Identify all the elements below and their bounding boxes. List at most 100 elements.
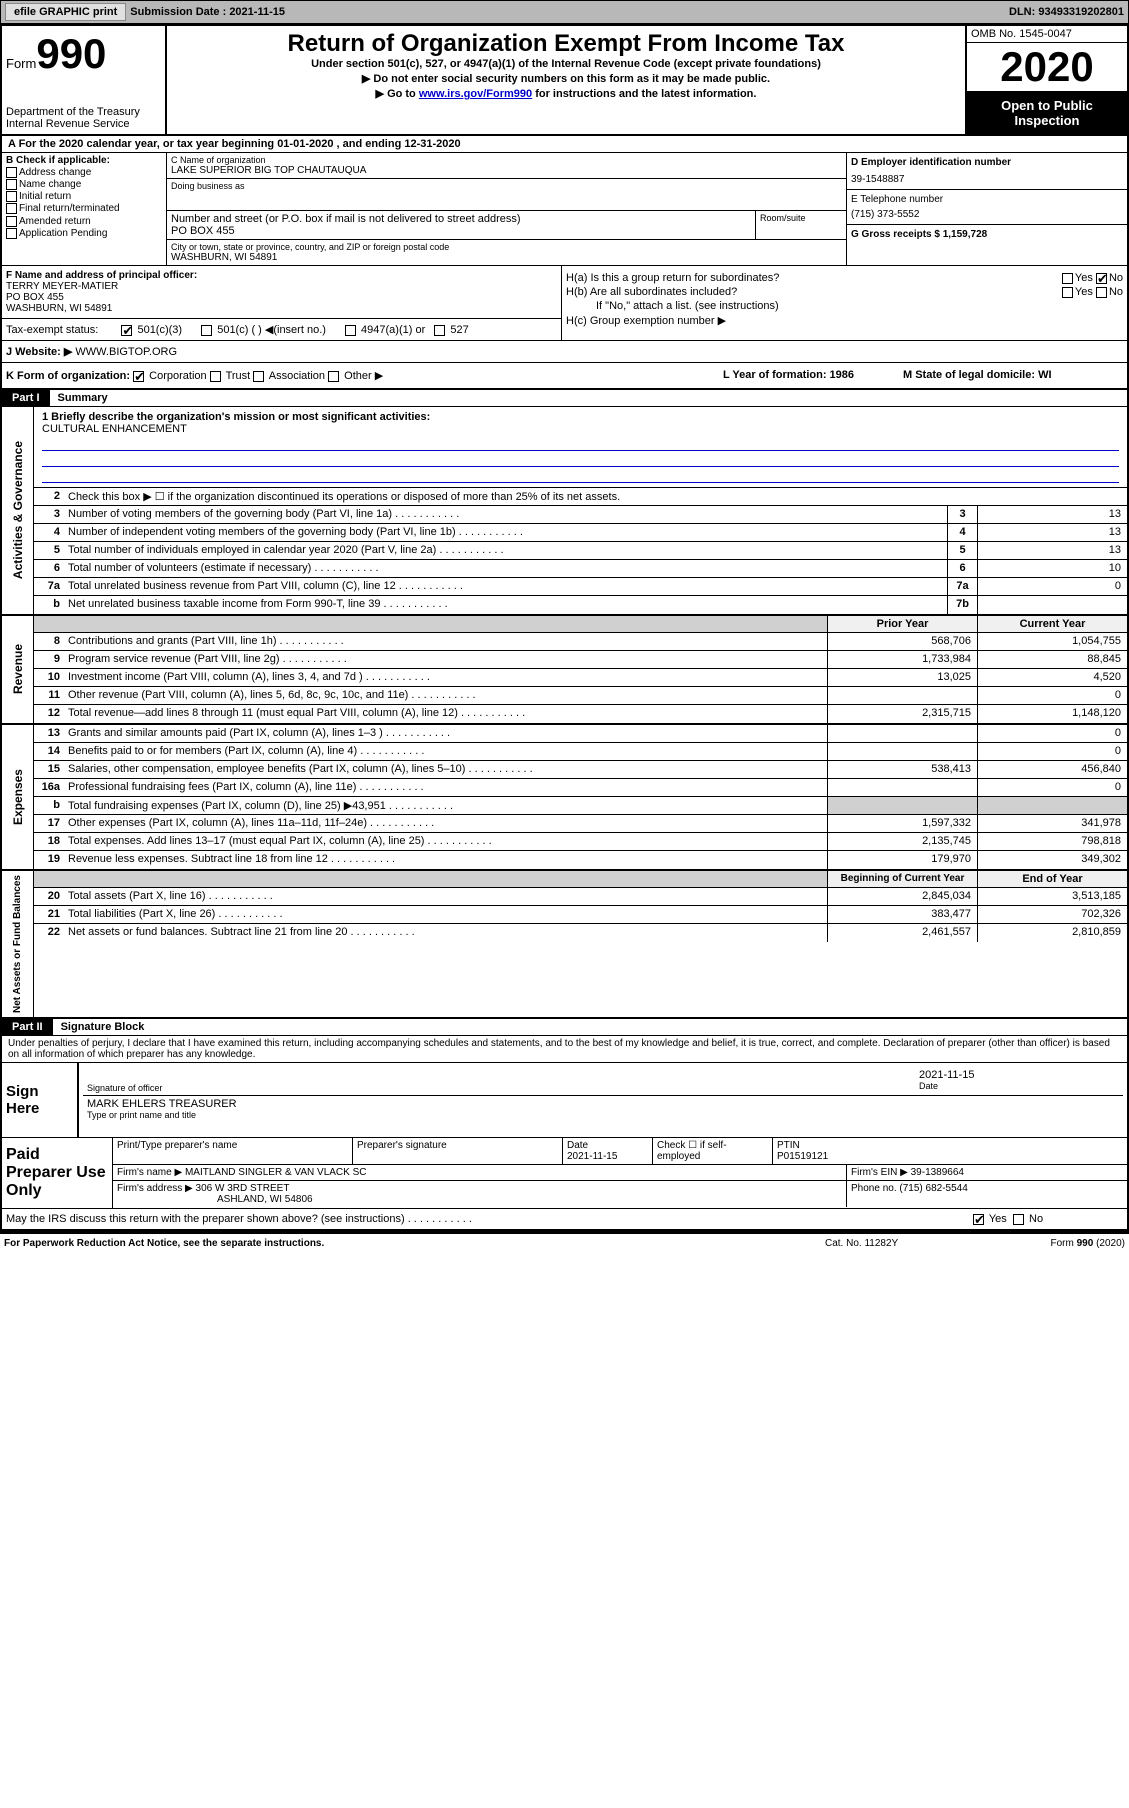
section-f: F Name and address of principal officer:…	[2, 266, 561, 319]
chk-other[interactable]	[328, 371, 339, 382]
chk-ha-no[interactable]	[1096, 273, 1107, 284]
footer-left: For Paperwork Reduction Act Notice, see …	[4, 1238, 825, 1249]
netassets-label: Net Assets or Fund Balances	[10, 871, 25, 1017]
website-value: WWW.BIGTOP.ORG	[72, 346, 177, 358]
officer-typed-name: MARK EHLERS TREASURER	[87, 1098, 1119, 1110]
footer-right: Form 990 (2020)	[975, 1238, 1125, 1249]
omb-number: OMB No. 1545-0047	[967, 26, 1127, 43]
begin-year-header: Beginning of Current Year	[827, 871, 977, 887]
chk-trust[interactable]	[210, 371, 221, 382]
form-prefix: Form	[6, 56, 36, 71]
section-h: H(a) Is this a group return for subordin…	[562, 266, 1127, 340]
ptin-value: P01519121	[777, 1151, 1123, 1162]
section-governance: Activities & Governance 1 Briefly descri…	[2, 407, 1127, 616]
firm-ein: 39-1389664	[911, 1167, 964, 1178]
chk-address-change[interactable]	[6, 167, 17, 178]
part2-header: Part IISignature Block	[2, 1019, 1127, 1036]
addr-label: Number and street (or P.O. box if mail i…	[171, 213, 751, 225]
row-a: A For the 2020 calendar year, or tax yea…	[2, 136, 1127, 153]
form-header: Form990 Department of the Treasury Inter…	[2, 26, 1127, 136]
governance-label: Activities & Governance	[9, 437, 27, 583]
chk-assoc[interactable]	[253, 371, 264, 382]
officer-name: TERRY MEYER-MATIER	[6, 281, 557, 292]
sig-declaration: Under penalties of perjury, I declare th…	[2, 1036, 1127, 1062]
chk-527[interactable]	[434, 325, 445, 336]
prep-date: 2021-11-15	[567, 1151, 648, 1162]
paid-prep-label: Paid Preparer Use Only	[2, 1138, 112, 1208]
line2-desc: Check this box ▶ ☐ if the organization d…	[64, 488, 1127, 505]
footer: For Paperwork Reduction Act Notice, see …	[0, 1233, 1129, 1253]
col-d: D Employer identification number 39-1548…	[847, 153, 1127, 265]
chk-amended[interactable]	[6, 216, 17, 227]
gross-receipts: G Gross receipts $ 1,159,728	[847, 225, 1127, 244]
sig-date-label: Date	[919, 1081, 1119, 1091]
chk-name-change[interactable]	[6, 179, 17, 190]
dln: DLN: 93493319202801	[1009, 6, 1124, 18]
submission-date: Submission Date : 2021-11-15	[130, 6, 285, 18]
chk-application-pending[interactable]	[6, 228, 17, 239]
section-netassets: Net Assets or Fund Balances Beginning of…	[2, 871, 1127, 1019]
mission-value: CULTURAL ENHANCEMENT	[42, 423, 1119, 435]
chk-final-return[interactable]	[6, 203, 17, 214]
sig-officer-label: Signature of officer	[87, 1083, 919, 1093]
section-revenue: Revenue Prior Year Current Year 8Contrib…	[2, 616, 1127, 725]
dept-label: Department of the Treasury Internal Reve…	[6, 106, 161, 130]
col-c: C Name of organization LAKE SUPERIOR BIG…	[167, 153, 847, 265]
open-public-badge: Open to Public Inspection	[967, 92, 1127, 134]
toolbar: efile GRAPHIC print Submission Date : 20…	[0, 0, 1129, 24]
expenses-label: Expenses	[9, 765, 27, 829]
sign-here-label: Sign Here	[2, 1063, 77, 1137]
header-left: Form990 Department of the Treasury Inter…	[2, 26, 167, 134]
firm-addr2: ASHLAND, WI 54806	[117, 1194, 313, 1205]
efile-button[interactable]: efile GRAPHIC print	[5, 3, 126, 21]
prior-year-header: Prior Year	[827, 616, 977, 632]
state-domicile: M State of legal domicile: WI	[903, 369, 1123, 382]
hc-line: H(c) Group exemption number ▶	[566, 314, 1123, 327]
chk-501c3[interactable]	[121, 325, 132, 336]
addr-value: PO BOX 455	[171, 225, 751, 237]
city-value: WASHBURN, WI 54891	[171, 252, 842, 263]
header-mid: Return of Organization Exempt From Incom…	[167, 26, 967, 134]
tax-exempt-row: Tax-exempt status: 501(c)(3) 501(c) ( ) …	[2, 319, 561, 340]
ein-value: 39-1548887	[851, 174, 1123, 185]
dba-label: Doing business as	[171, 181, 842, 191]
firm-name: MAITLAND SINGLER & VAN VLACK SC	[185, 1167, 367, 1178]
city-label: City or town, state or province, country…	[171, 242, 842, 252]
col-b-header: B Check if applicable:	[6, 155, 162, 166]
form-number: 990	[36, 30, 106, 77]
form-title: Return of Organization Exempt From Incom…	[171, 30, 961, 58]
instructions-link[interactable]: www.irs.gov/Form990	[419, 88, 532, 100]
ssn-warning: ▶ Do not enter social security numbers o…	[171, 72, 961, 85]
chk-discuss-yes[interactable]	[973, 1214, 984, 1225]
chk-hb-no[interactable]	[1096, 287, 1107, 298]
paid-preparer-section: Paid Preparer Use Only Print/Type prepar…	[2, 1138, 1127, 1209]
org-name-label: C Name of organization	[171, 155, 842, 165]
hb-note: If "No," attach a list. (see instruction…	[566, 300, 1123, 312]
row-k: K Form of organization: Corporation Trus…	[2, 363, 1127, 390]
firm-addr1: 306 W 3RD STREET	[196, 1183, 290, 1194]
chk-initial-return[interactable]	[6, 191, 17, 202]
chk-discuss-no[interactable]	[1013, 1214, 1024, 1225]
year-formation: L Year of formation: 1986	[723, 369, 903, 382]
section-bcd: B Check if applicable: Address change Na…	[2, 153, 1127, 266]
chk-501c[interactable]	[201, 325, 212, 336]
phone-value: (715) 373-5552	[851, 209, 1123, 220]
chk-hb-yes[interactable]	[1062, 287, 1073, 298]
form-990: Form990 Department of the Treasury Inter…	[0, 24, 1129, 1233]
end-year-header: End of Year	[977, 871, 1127, 887]
firm-phone: (715) 682-5544	[899, 1183, 967, 1194]
officer-addr2: WASHBURN, WI 54891	[6, 303, 557, 314]
revenue-label: Revenue	[9, 640, 27, 698]
room-suite-label: Room/suite	[756, 211, 846, 239]
mission-label: 1 Briefly describe the organization's mi…	[42, 411, 430, 423]
discuss-question: May the IRS discuss this return with the…	[6, 1213, 973, 1225]
chk-corp[interactable]	[133, 371, 144, 382]
chk-ha-yes[interactable]	[1062, 273, 1073, 284]
section-expenses: Expenses 13Grants and similar amounts pa…	[2, 725, 1127, 871]
type-name-label: Type or print name and title	[87, 1110, 1119, 1120]
phone-label: E Telephone number	[851, 194, 1123, 205]
chk-4947[interactable]	[345, 325, 356, 336]
current-year-header: Current Year	[977, 616, 1127, 632]
org-name: LAKE SUPERIOR BIG TOP CHAUTAUQUA	[171, 165, 842, 176]
sign-here-section: Sign Here Signature of officer 2021-11-1…	[2, 1062, 1127, 1138]
